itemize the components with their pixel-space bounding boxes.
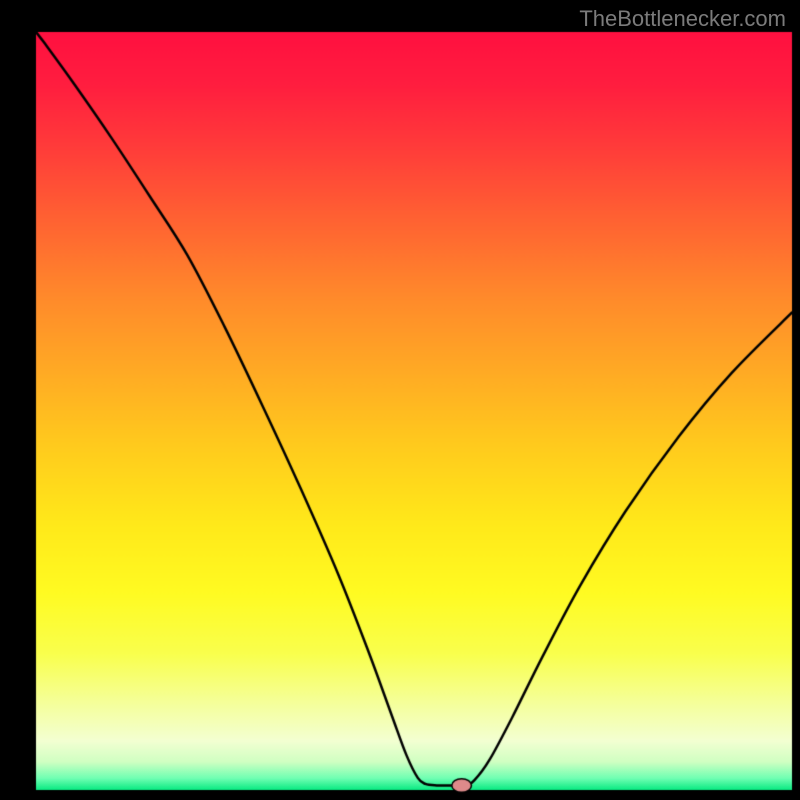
- bottleneck-chart: [0, 0, 800, 800]
- watermark-text: TheBottlenecker.com: [579, 6, 786, 32]
